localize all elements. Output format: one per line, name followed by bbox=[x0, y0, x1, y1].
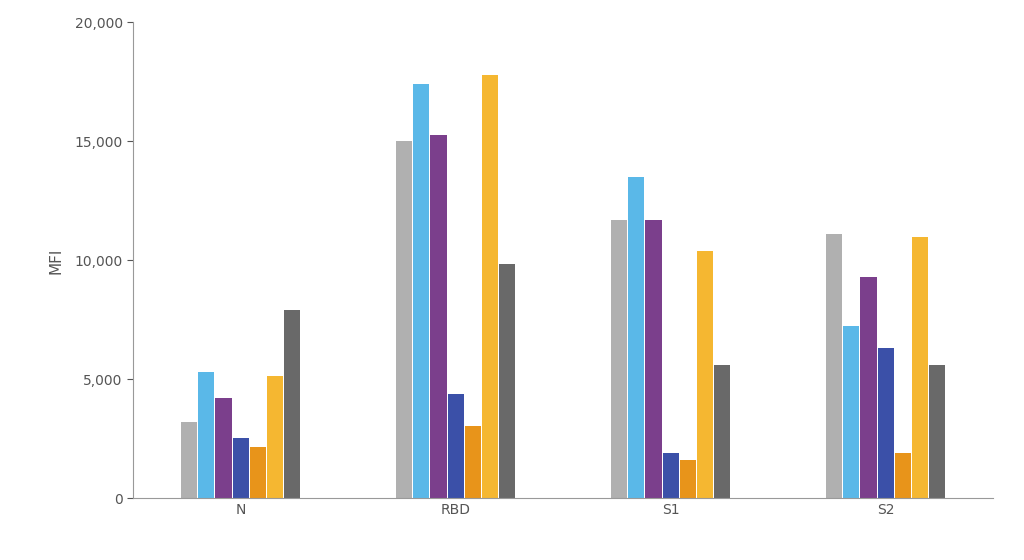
Bar bbox=[680, 460, 696, 498]
Bar bbox=[912, 237, 928, 498]
Bar bbox=[500, 264, 515, 498]
Bar bbox=[465, 426, 481, 498]
Bar bbox=[430, 136, 446, 498]
Bar bbox=[199, 372, 214, 498]
Bar bbox=[482, 75, 498, 498]
Bar bbox=[645, 220, 662, 498]
Bar bbox=[232, 438, 249, 498]
Bar bbox=[447, 394, 464, 498]
Bar bbox=[611, 220, 627, 498]
Bar bbox=[895, 453, 911, 498]
Bar bbox=[715, 365, 730, 498]
Bar bbox=[826, 234, 842, 498]
Bar bbox=[860, 277, 877, 498]
Bar bbox=[629, 177, 644, 498]
Bar bbox=[930, 365, 945, 498]
Bar bbox=[878, 348, 894, 498]
Bar bbox=[215, 399, 231, 498]
Bar bbox=[285, 310, 300, 498]
Bar bbox=[267, 376, 283, 498]
Bar bbox=[181, 422, 197, 498]
Bar bbox=[396, 141, 412, 498]
Bar bbox=[697, 251, 713, 498]
Y-axis label: MFI: MFI bbox=[48, 247, 63, 274]
Bar bbox=[414, 84, 429, 498]
Bar bbox=[250, 447, 266, 498]
Bar bbox=[663, 453, 679, 498]
Bar bbox=[844, 326, 859, 498]
